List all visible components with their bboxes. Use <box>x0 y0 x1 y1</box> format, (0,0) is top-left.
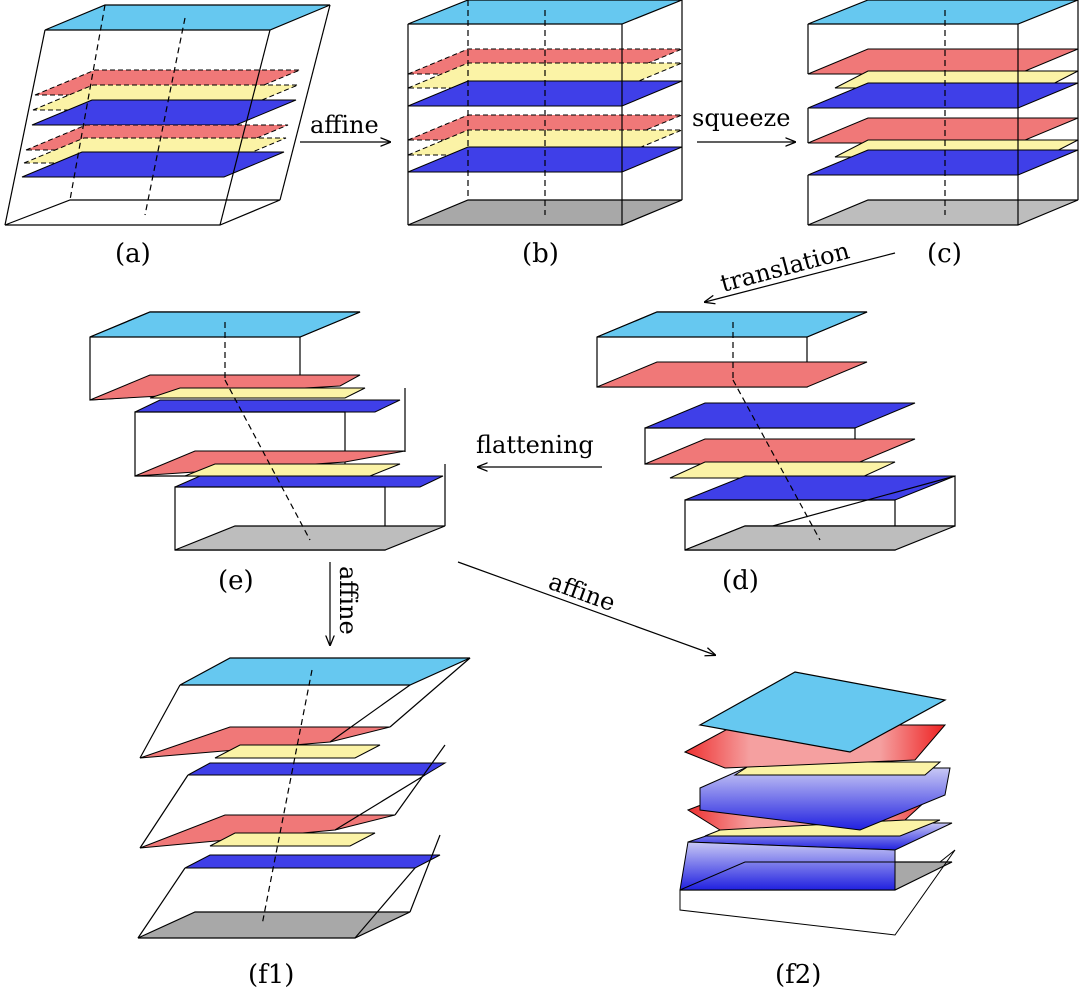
panel-e-yellow-layer-2 <box>184 463 401 477</box>
op-a-to-b: affine <box>310 111 379 139</box>
op-e-to-f2: affine <box>545 567 619 617</box>
panel-f1-yellow-layer-2 <box>209 832 376 847</box>
panel-c-label: (c) <box>927 239 962 269</box>
panel-b-label: (b) <box>522 239 559 269</box>
panel-e-label: (e) <box>218 566 254 596</box>
panel-e-axis <box>224 379 311 541</box>
panel-e-yellow-layer-1 <box>149 387 366 399</box>
op-e-to-f1: affine <box>334 566 362 635</box>
panel-a-top-face <box>44 4 331 31</box>
panel-c-top-face <box>807 0 1079 25</box>
op-c-to-d: translation <box>717 236 852 297</box>
panel-e <box>89 311 446 551</box>
panel-c-red-layer-1 <box>807 48 1079 75</box>
panel-d-red-layer-1 <box>596 361 868 388</box>
panel-a-axis <box>144 17 186 216</box>
panel-e-blue-layer-1 <box>134 399 401 413</box>
panel-f2-label: (f2) <box>775 960 821 990</box>
panel-c-bottom-face <box>807 199 1079 226</box>
panel-f1-yellow-layer-1 <box>214 744 381 759</box>
panel-f1-blue-layer-1 <box>187 762 447 776</box>
panel-a-label: (a) <box>115 239 151 269</box>
panel-f1 <box>137 657 471 939</box>
panel-c-red-layer-2 <box>807 117 1079 144</box>
panel-a-bottom-face <box>4 199 281 226</box>
panel-d-blue-layer-1 <box>644 402 916 429</box>
op-d-to-e: flattening <box>476 431 594 459</box>
arrow-c-to-d <box>705 252 896 302</box>
panel-f1-axis <box>261 669 313 926</box>
panel-c <box>807 0 1079 226</box>
panel-f1-bottom-face <box>137 911 411 939</box>
panel-e-bottom-face <box>174 525 446 551</box>
panel-d <box>596 311 956 551</box>
panel-a-blue-layer-2 <box>21 151 285 178</box>
panel-e-blue-layer-2 <box>174 475 444 488</box>
panel-a <box>4 4 331 226</box>
arrow-e-to-f2 <box>457 561 715 655</box>
panel-b <box>407 0 683 226</box>
panel-d-top-face <box>596 311 868 338</box>
panel-f1-label: (f1) <box>248 960 294 990</box>
panel-f2-top-face <box>698 671 947 753</box>
panel-f1-blue-layer-2 <box>184 854 441 869</box>
panel-d-blue-layer-2 <box>684 475 956 501</box>
panel-d-red-layer-2 <box>644 438 916 465</box>
panel-f2-blue-layer-2 <box>679 841 896 891</box>
panel-d-bottom-face <box>684 525 956 551</box>
op-b-to-c: squeeze <box>692 104 790 132</box>
panel-d-axis <box>732 379 821 541</box>
panel-d-label: (d) <box>722 566 759 596</box>
panel-f2 <box>679 671 956 936</box>
panel-f1-top-face <box>179 657 471 686</box>
